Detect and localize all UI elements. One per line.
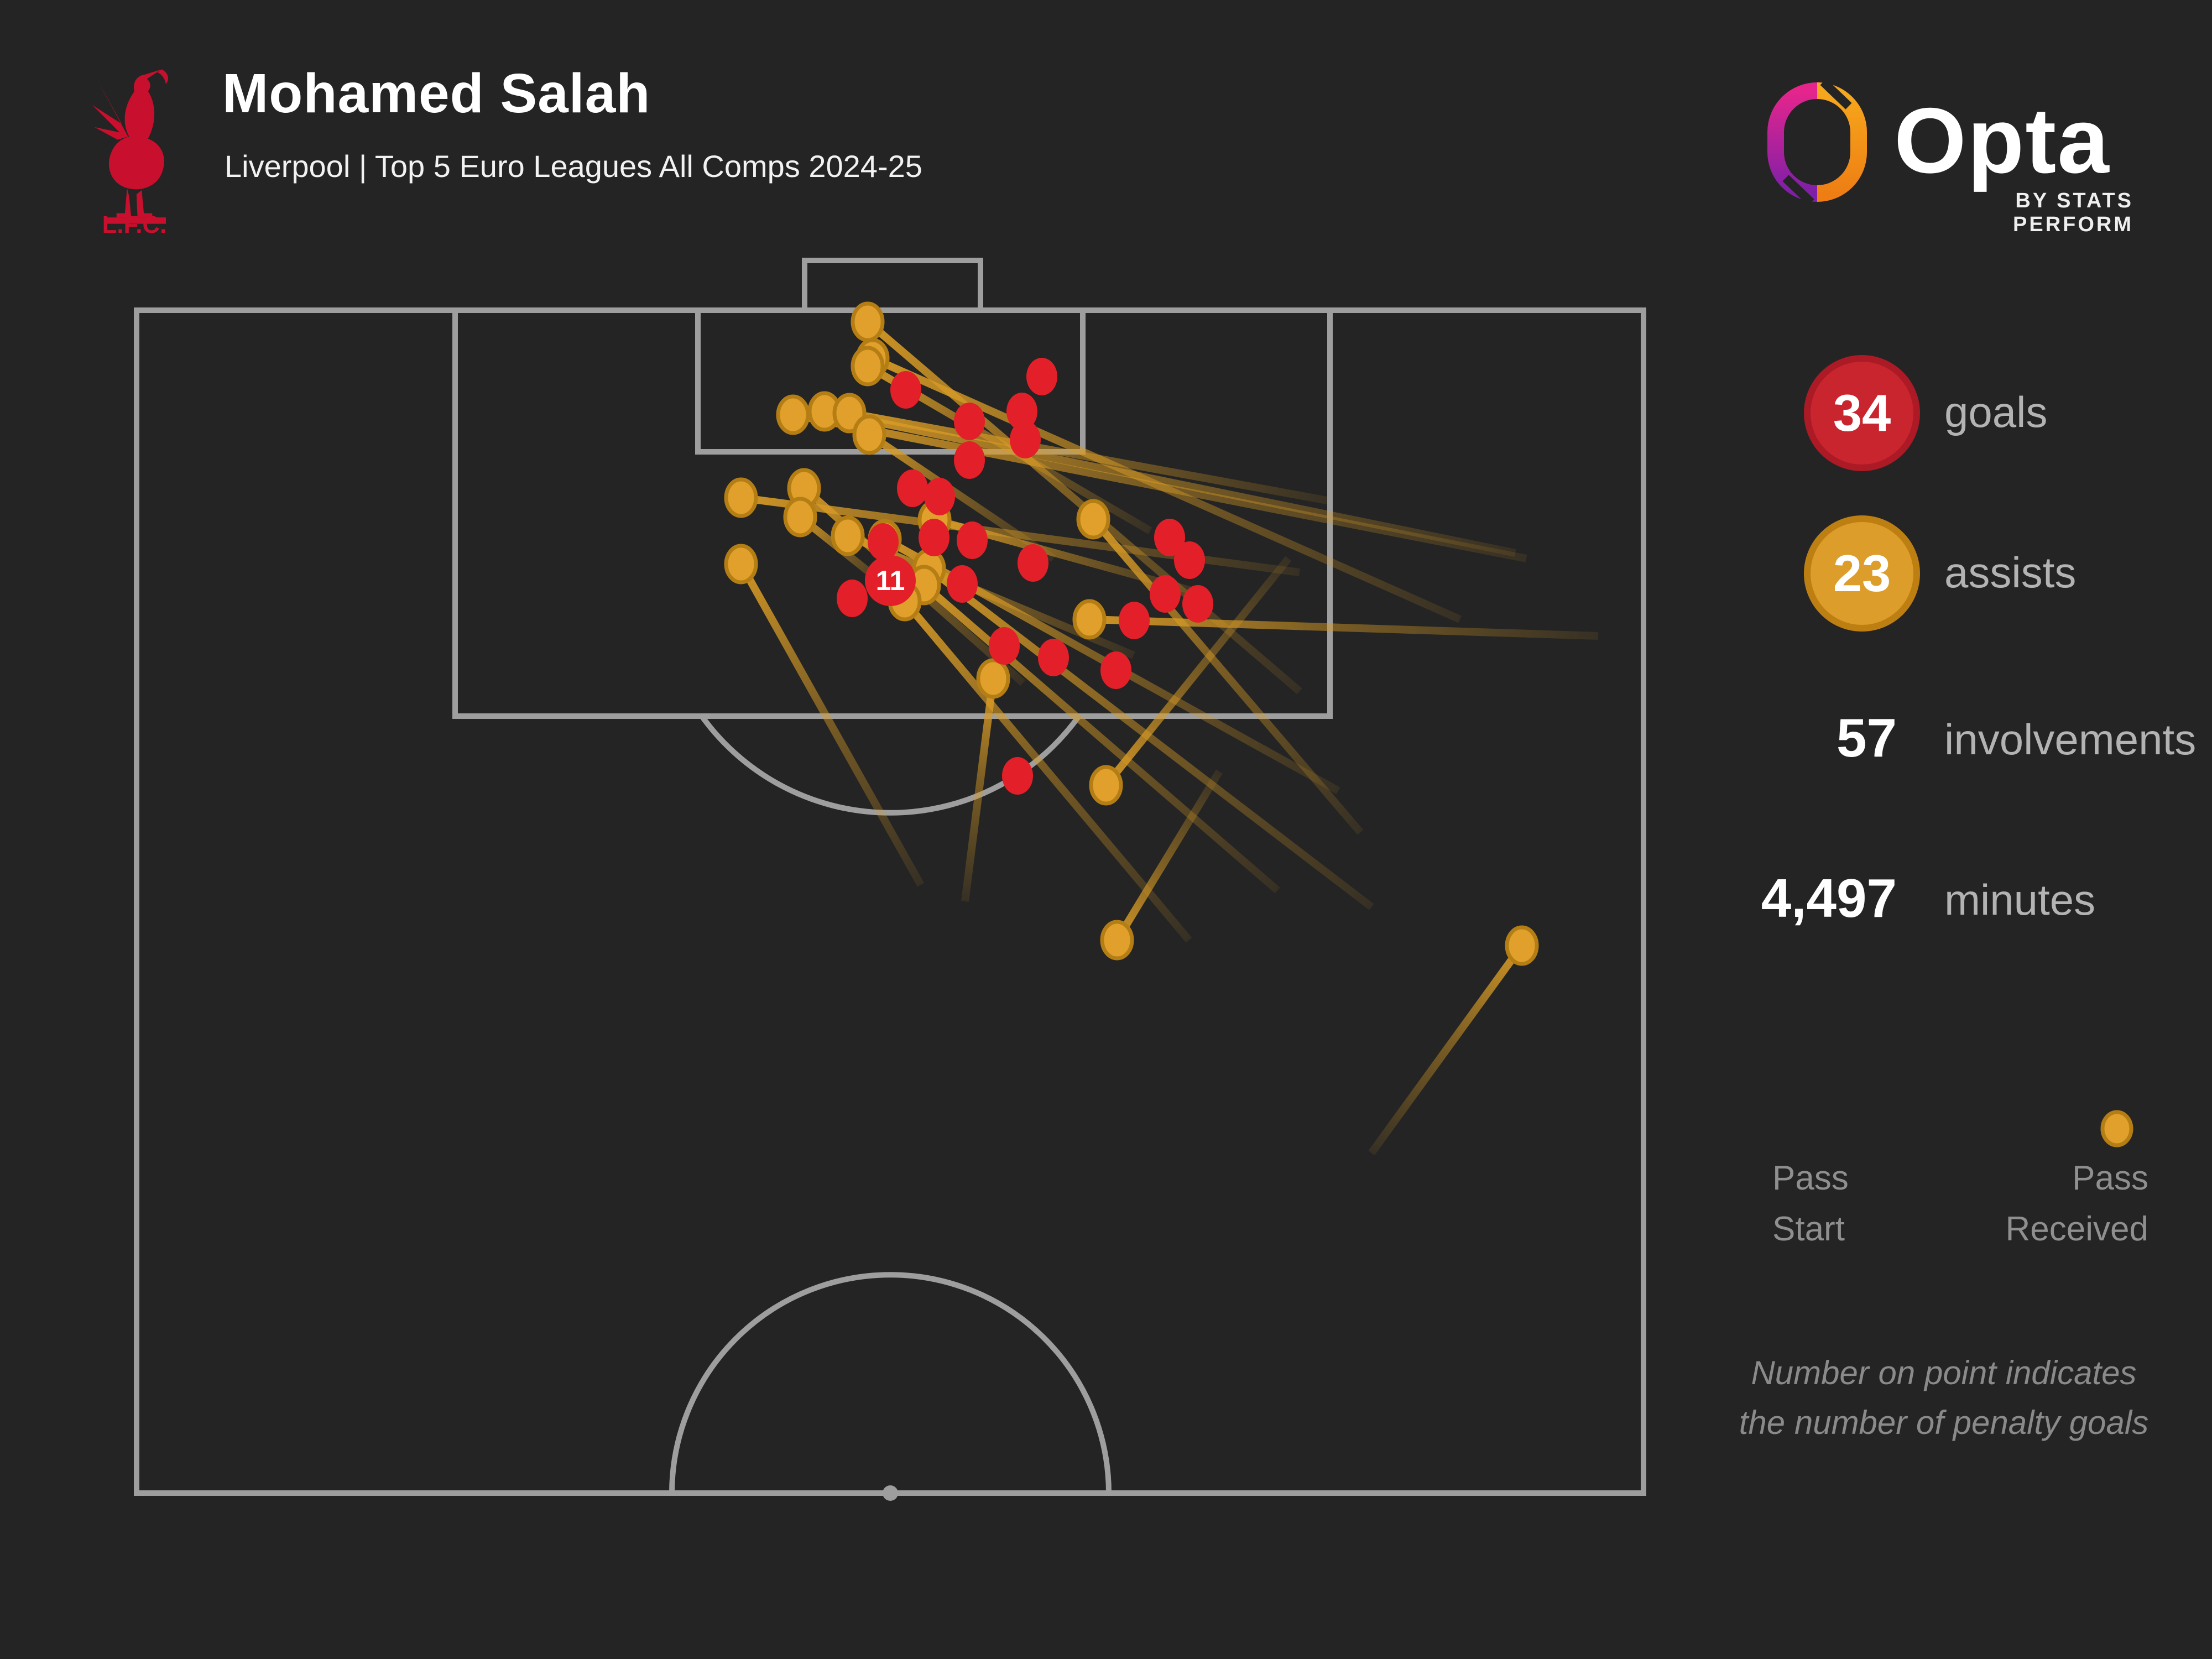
assist-point (1100, 920, 1134, 961)
goal-point (1174, 541, 1205, 579)
penalty-footnote: Number on point indicates the number of … (1739, 1354, 2149, 1441)
assist-point (1505, 925, 1539, 966)
legend-pass-received: Pass Received (2005, 1159, 2148, 1248)
goal-point (1018, 544, 1048, 582)
minutes-value: 4,497 (1761, 868, 1897, 928)
pass-legend-icon (1778, 1110, 2133, 1147)
pass-line (926, 565, 1374, 910)
opta-byline: BY STATS PERFORM (2013, 189, 2133, 236)
goal-box (802, 258, 983, 313)
goal-point (897, 469, 928, 507)
pitch-boundary (134, 307, 1646, 1496)
assist-point (783, 497, 817, 538)
penalty-goals-marker: 11 (865, 555, 916, 606)
pass-line (792, 411, 1527, 562)
goal-point (957, 521, 988, 559)
goal-point (1182, 585, 1213, 623)
opta-wordmark: Opta (1894, 88, 2110, 192)
assists-badge: 23 (1804, 515, 1920, 632)
goal-point (1038, 639, 1069, 676)
pass-line (901, 598, 1192, 943)
centre-spot (883, 1485, 898, 1501)
assist-point (976, 658, 1010, 699)
assist-point (776, 394, 810, 435)
pass-line (823, 408, 1516, 557)
assist-point (1089, 765, 1123, 806)
goals-badge: 34 (1804, 355, 1920, 471)
pass-line (848, 409, 1328, 504)
liver-bird-body (108, 69, 164, 190)
goal-point (954, 441, 985, 479)
page-subtitle: Liverpool | Top 5 Euro Leagues All Comps… (225, 149, 922, 184)
penalty-arc (699, 714, 1082, 816)
crest-club-text: L.F.C. (102, 211, 167, 235)
assist-point (852, 414, 886, 455)
assists-label: assists (1944, 548, 2077, 597)
goal-point (989, 627, 1020, 665)
involvements-value: 57 (1836, 707, 1897, 768)
legend-pass-start: Pass Start (1772, 1159, 1849, 1248)
goal-point (947, 565, 978, 603)
goal-point (1154, 519, 1185, 556)
pass-line (1089, 615, 1599, 640)
goal-point (919, 519, 950, 556)
goal-point (1150, 575, 1181, 613)
pass-line (1114, 769, 1223, 942)
goal-point (890, 371, 921, 409)
assist-point (724, 544, 758, 585)
assists-value: 23 (1833, 544, 1891, 602)
goal-point (1006, 393, 1037, 430)
assist-point (851, 301, 885, 342)
assist-point (831, 515, 865, 556)
goal-point (1010, 421, 1041, 458)
assist-point (1076, 499, 1110, 540)
goal-point (954, 403, 985, 440)
assist-dots-layer (724, 301, 1539, 966)
pass-line (737, 562, 925, 887)
assist-point (1072, 599, 1107, 640)
goal-point (1026, 358, 1057, 395)
penalty-goals-count: 11 (876, 565, 905, 596)
goal-point (868, 523, 899, 561)
pass-line (1368, 943, 1525, 1156)
penalty-goals-point (865, 555, 916, 606)
minutes-label: minutes (1944, 875, 2096, 924)
pass-line (961, 678, 997, 902)
goals-label: goals (1944, 388, 2048, 436)
liver-bird-wing (92, 79, 128, 140)
pass-line (1090, 517, 1364, 835)
liver-bird-legs (116, 188, 132, 218)
goal-dots-layer (837, 358, 1213, 795)
involvements-label: involvements (1944, 715, 2197, 764)
pass-line (921, 582, 1280, 894)
assist-point (851, 346, 885, 387)
goal-point (1100, 651, 1131, 689)
goals-value: 34 (1833, 384, 1891, 442)
pass-line (1103, 556, 1292, 788)
goal-point (1002, 757, 1033, 795)
assist-point (724, 477, 758, 518)
liver-bird-seaweed (157, 69, 168, 84)
goal-point (924, 478, 955, 515)
opta-ring-icon (1767, 82, 1867, 202)
goal-point (837, 580, 868, 617)
lfc-crest-icon: L.F.C. (92, 69, 168, 235)
page-title: Mohamed Salah (222, 62, 651, 124)
centre-circle (669, 1272, 1112, 1494)
goal-point (1119, 602, 1150, 639)
